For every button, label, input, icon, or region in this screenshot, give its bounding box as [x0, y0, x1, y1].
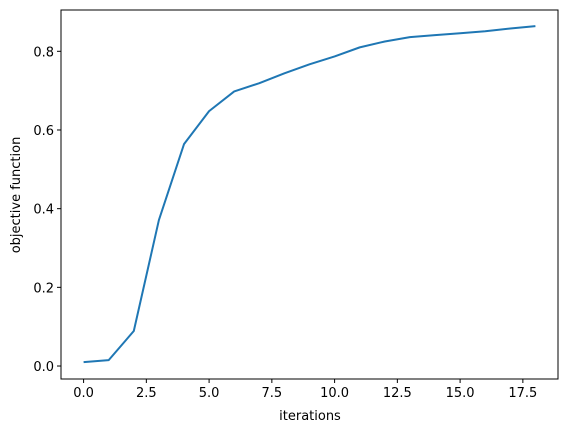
- y-axis-label: objective function: [9, 137, 24, 254]
- plot-frame: [60, 9, 559, 380]
- y-tick-label: 0.0: [33, 360, 54, 375]
- x-tick-label: 10.0: [320, 386, 349, 401]
- x-tick-label: 7.5: [262, 386, 283, 401]
- y-tick-label: 0.4: [33, 203, 54, 218]
- x-tick-label: 12.5: [383, 386, 412, 401]
- y-tick-label: 0.8: [33, 45, 54, 60]
- x-axis-label: iterations: [279, 409, 341, 424]
- x-tick-label: 2.5: [136, 386, 157, 401]
- x-tick-label: 0.0: [73, 386, 94, 401]
- x-tick-label: 17.5: [508, 386, 537, 401]
- x-tick-label: 5.0: [199, 386, 220, 401]
- y-tick-label: 0.6: [33, 124, 54, 139]
- y-tick-label: 0.2: [33, 281, 54, 296]
- x-tick-label: 15.0: [446, 386, 475, 401]
- line-series: [83, 25, 536, 364]
